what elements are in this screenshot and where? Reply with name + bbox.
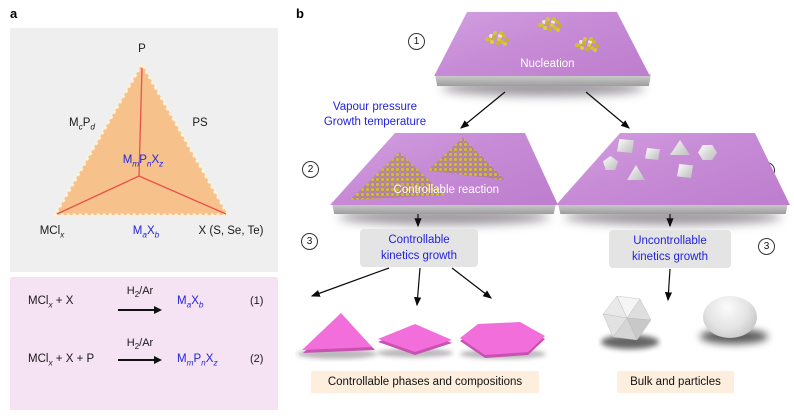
equation-2-product: MmPnXz [177, 353, 218, 368]
particle-polyhedron [603, 156, 618, 170]
phase-label-bottom-left: MClx [39, 225, 65, 240]
substrate-uncontrollable [556, 133, 790, 225]
step-3-badge-right: 3 [758, 238, 775, 255]
sphere-particle [703, 296, 757, 338]
right-caption: Bulk and particles [617, 371, 734, 393]
nuclei-cluster [540, 23, 544, 27]
icosahedron [601, 295, 659, 349]
slab-rim [435, 74, 651, 86]
phase-label-center: MmPnXz [122, 154, 164, 169]
phase-label-bottom-right: X (S, Se, Te) [198, 225, 264, 237]
panel-b-label: b [296, 6, 304, 21]
shape-shadow [460, 349, 546, 359]
reaction-arrow-icon [118, 306, 162, 313]
equation-1: MClx + X H2/Ar MaXb (1) [10, 285, 278, 331]
arrow-to-pink-hexagon [451, 267, 492, 299]
condition-line-1: Vapour pressure [332, 101, 418, 113]
pink-hexagon [460, 322, 545, 355]
equation-2-number: (2) [250, 353, 264, 365]
right-box-line-2: kinetics growth [631, 251, 709, 263]
equation-1-product: MaXb [177, 295, 204, 310]
controllable-reaction-label: Controllable reaction [393, 184, 500, 196]
pink-hexagon-side [460, 325, 545, 358]
growth-conditions: Vapour pressure Growth temperature [310, 100, 440, 130]
equation-2-condition: H2/Ar [126, 337, 154, 352]
slab-rim [558, 203, 788, 214]
panel-a-phase-diagram: P McPd PS MClx MaXb X (S, Se, Te) MmPnXz [10, 28, 278, 272]
particle-cube [617, 139, 634, 153]
tie-line-left [56, 175, 140, 215]
condition-line-2: Growth temperature [323, 116, 427, 128]
substrate-nucleation: Nucleation [433, 12, 653, 104]
phase-label-left-side: McPd [68, 117, 96, 132]
pink-diamond [378, 324, 452, 352]
arrow-to-pink-triangle [310, 267, 390, 297]
slab-face [556, 133, 790, 205]
controllable-shapes [297, 313, 546, 359]
tie-line-right [138, 175, 227, 215]
shape-shadow [377, 348, 453, 358]
phase-label-bottom-center: MaXb [132, 225, 160, 240]
pink-diamond-side [378, 327, 452, 355]
right-box-line-1: Uncontrollable [633, 235, 707, 247]
panel-a-label: a [10, 6, 18, 21]
phase-label-apex: P [138, 43, 146, 55]
particle-cube [645, 148, 660, 160]
phase-label-right-side: PS [192, 117, 208, 129]
nucleation-label: Nucleation [520, 58, 575, 70]
particle-shadow [601, 335, 659, 349]
equation-1-number: (1) [250, 295, 264, 307]
left-caption: Controllable phases and compositions [311, 371, 539, 393]
pink-triangle [302, 313, 372, 350]
controllable-kinetics-box: Controllable kinetics growth [360, 229, 478, 267]
triangle-region [52, 60, 231, 217]
step-3-badge-left: 3 [301, 233, 318, 250]
equation-1-condition: H2/Ar [126, 285, 154, 300]
nuclei-cluster [487, 37, 491, 41]
step-1-badge: 1 [408, 33, 425, 50]
slab-face [434, 12, 650, 76]
reaction-arrow-icon [118, 356, 162, 363]
particle-cube [677, 164, 693, 178]
panel-a-equations: MClx + X H2/Ar MaXb (1) MClx + X + P H2/… [10, 277, 278, 410]
shape-shadow [297, 349, 377, 359]
left-box-line-1: Controllable [388, 234, 450, 246]
uncontrollable-kinetics-box: Uncontrollable kinetics growth [609, 230, 731, 268]
arrow-to-pink-diamond [414, 267, 422, 307]
step-2-badge-left: 2 [302, 161, 319, 178]
slab-rim [332, 203, 556, 214]
substrate-controllable-reaction: Controllable reaction [330, 133, 558, 225]
equation-2: MClx + X + P H2/Ar MmPnXz (2) [10, 337, 278, 383]
nuclei-cluster [577, 43, 581, 47]
pink-triangle-side [303, 316, 375, 353]
particle-polyhedron [698, 145, 717, 160]
equation-2-reactants: MClx + X + P [28, 353, 95, 368]
arrow-to-particles [664, 268, 673, 302]
left-box-line-2: kinetics growth [380, 250, 458, 262]
equation-1-reactants: MClx + X [28, 295, 74, 310]
